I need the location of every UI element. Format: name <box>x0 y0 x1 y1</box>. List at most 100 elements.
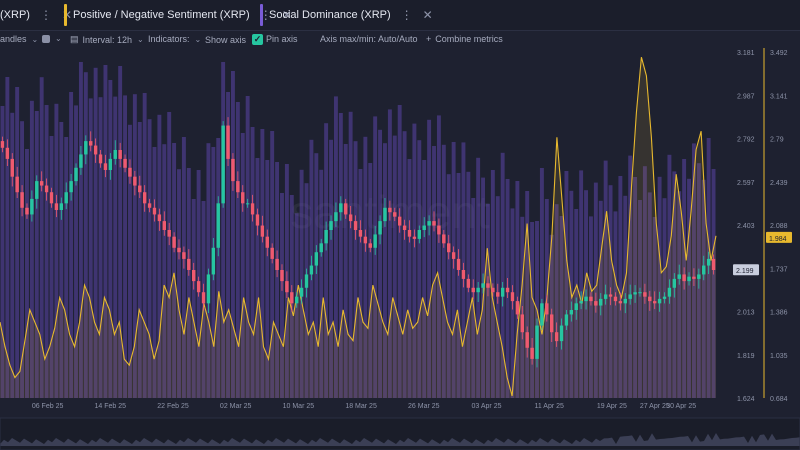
dominance-bar <box>88 98 93 399</box>
candle-body <box>692 276 696 279</box>
indicators-label: Indicators: <box>148 34 190 44</box>
dominance-bar <box>329 139 333 399</box>
dominance-bar <box>255 158 260 398</box>
dominance-bar <box>128 124 132 399</box>
candle-body <box>618 301 623 304</box>
candle-body <box>187 258 191 270</box>
candle-body <box>152 207 157 215</box>
candle-body <box>456 258 461 270</box>
candle-body <box>196 281 201 293</box>
candle-body <box>427 221 431 226</box>
candle-body <box>138 185 142 193</box>
candle-body <box>491 287 495 293</box>
candles-dropdown[interactable]: andles ⌄ <box>0 34 38 44</box>
candle-body <box>437 225 441 235</box>
show-axis-toggle[interactable]: Show axis ✓ <box>205 34 264 45</box>
dominance-bar <box>314 153 319 398</box>
candle-body <box>54 203 59 210</box>
candle-body <box>603 294 608 299</box>
axis-maxmin-dropdown[interactable]: Axis max/min: Auto/Auto <box>320 34 418 44</box>
axis-maxmin-label: Axis max/min: Auto/Auto <box>320 34 418 44</box>
candle-body <box>702 265 706 275</box>
candle-body <box>231 158 235 182</box>
candle-body <box>255 214 260 226</box>
x-tick-label: 10 Mar 25 <box>283 403 315 410</box>
dominance-bar <box>20 121 25 398</box>
candle-body <box>162 221 167 230</box>
candle-body <box>608 294 613 297</box>
candle-body <box>407 230 412 237</box>
combine-metrics-button[interactable]: + Combine metrics <box>426 34 503 44</box>
candle-body <box>0 141 5 148</box>
candle-body <box>628 294 632 299</box>
checkbox-checked-icon[interactable]: ✓ <box>252 34 264 45</box>
dominance-bar <box>118 66 123 398</box>
dominance-bar <box>10 112 15 399</box>
dominance-bar <box>147 119 152 398</box>
dominance-bar <box>588 216 593 398</box>
color-dropdown[interactable]: ⌄ <box>42 34 62 43</box>
candle-body <box>275 258 279 270</box>
dominance-bar <box>486 203 490 398</box>
candle-body <box>667 287 672 297</box>
candle-body <box>633 292 637 295</box>
candle-body <box>236 181 240 193</box>
candle-body <box>299 287 304 297</box>
sentiment-tick-label: 1.386 <box>770 310 788 317</box>
x-tick-label: 14 Feb 25 <box>95 403 127 410</box>
tab-social-dominance-xrp[interactable]: Social Dominance (XRP) ⋮ ✕ <box>260 0 433 30</box>
candle-body <box>569 310 574 315</box>
dominance-bar <box>343 144 348 398</box>
candle-body <box>89 141 93 146</box>
candle-body <box>530 347 534 359</box>
dominance-bar <box>436 115 441 399</box>
candle-body <box>201 292 206 304</box>
candle-body <box>270 247 274 259</box>
dominance-bar <box>5 77 10 398</box>
candle-body <box>59 203 64 210</box>
dominance-bar <box>456 173 461 398</box>
candle-body <box>49 192 54 204</box>
pin-axis-toggle[interactable]: Pin axis <box>266 34 298 44</box>
price-current-value: 2.199 <box>736 268 754 275</box>
candle-body <box>191 270 196 282</box>
dominance-bar <box>142 93 147 398</box>
calendar-icon: ▤ <box>70 34 79 44</box>
candle-body <box>599 298 603 306</box>
candle-body <box>662 296 667 299</box>
candle-body <box>594 301 598 306</box>
candle-body <box>206 274 211 304</box>
dominance-bar <box>687 178 691 398</box>
candle-body <box>118 150 122 159</box>
close-icon[interactable]: ✕ <box>422 8 433 22</box>
candle-body <box>142 192 147 204</box>
candle-body <box>672 278 677 288</box>
more-icon[interactable]: ⋮ <box>39 8 52 22</box>
more-icon[interactable]: ⋮ <box>400 8 413 22</box>
candle-body <box>520 314 525 333</box>
chart-toolbar: andles ⌄ ⌄ ▤ Interval: 12h ⌄ Indicators:… <box>0 30 800 50</box>
candle-body <box>93 145 98 155</box>
dominance-bar <box>677 191 682 398</box>
dominance-bar <box>108 80 113 398</box>
indicators-dropdown[interactable]: Indicators: ⌄ <box>148 34 201 44</box>
dominance-bar <box>525 191 530 398</box>
candle-body <box>535 325 539 359</box>
candle-body <box>481 283 485 288</box>
dominance-bar <box>657 176 662 398</box>
series-color-swatch <box>260 4 263 26</box>
dominance-bar <box>711 169 716 398</box>
dominance-bar <box>54 103 59 399</box>
price-tick-label: 2.792 <box>737 137 755 144</box>
interval-dropdown[interactable]: ▤ Interval: 12h ⌄ <box>70 34 144 45</box>
dominance-bar <box>628 155 633 398</box>
candle-body <box>79 154 83 168</box>
candle-body <box>5 147 10 159</box>
candle-body <box>417 230 422 239</box>
candle-body <box>687 276 691 282</box>
candle-body <box>461 270 466 279</box>
candle-body <box>540 303 544 326</box>
tab-label: Social Dominance (XRP) <box>269 9 391 21</box>
close-icon[interactable]: ✕ <box>281 8 292 22</box>
